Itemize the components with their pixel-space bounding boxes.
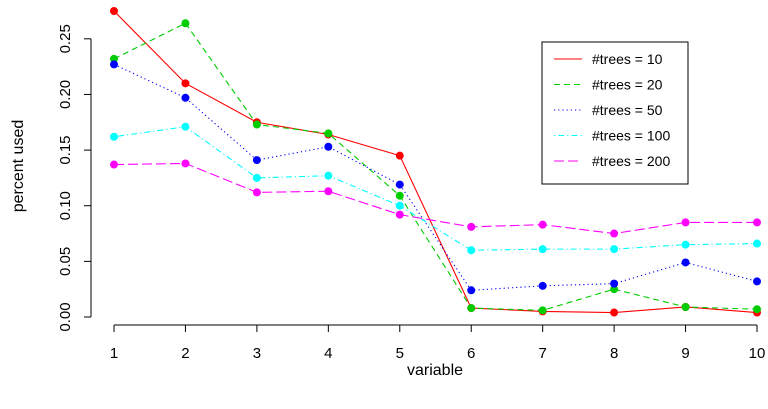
data-point — [181, 159, 190, 168]
x-tick-label: 6 — [467, 345, 475, 362]
data-point — [324, 187, 333, 196]
series-5 — [110, 159, 761, 238]
data-point — [681, 218, 690, 227]
x-axis-label: variable — [407, 362, 463, 379]
series-group — [110, 7, 761, 317]
data-point — [610, 285, 619, 294]
series-line — [113, 63, 758, 291]
legend-label: #trees = 20 — [592, 77, 663, 93]
data-point — [467, 304, 476, 313]
data-point — [110, 7, 118, 15]
data-point — [538, 245, 547, 254]
legend-label: #trees = 200 — [592, 153, 670, 169]
data-point — [395, 201, 404, 210]
x-tick-label: 10 — [749, 345, 766, 362]
data-point — [110, 132, 118, 141]
data-point — [324, 171, 333, 180]
x-tick-label: 7 — [538, 345, 546, 362]
data-point — [324, 129, 333, 138]
data-point — [610, 229, 619, 238]
y-tick-label: 0.25 — [57, 24, 74, 53]
y-tick-label: 0.10 — [57, 191, 74, 220]
series-line — [113, 22, 758, 311]
data-point — [110, 160, 118, 169]
data-point — [753, 218, 761, 227]
x-tick-label: 5 — [396, 345, 404, 362]
x-tick-label: 4 — [324, 345, 332, 362]
data-point — [181, 122, 190, 131]
data-point — [610, 279, 619, 288]
data-point — [610, 308, 619, 317]
data-point — [181, 79, 190, 88]
x-tick-label: 1 — [110, 345, 118, 362]
data-point — [252, 156, 261, 165]
data-point — [252, 173, 261, 182]
legend-label: #trees = 50 — [592, 102, 663, 118]
data-point — [538, 281, 547, 290]
y-tick-label: 0.15 — [57, 135, 74, 164]
legend-label: #trees = 10 — [592, 51, 663, 67]
data-point — [395, 180, 404, 189]
series-line — [113, 162, 757, 235]
data-point — [181, 93, 190, 102]
data-point — [110, 60, 118, 69]
x-tick-label: 8 — [610, 345, 618, 362]
data-point — [753, 305, 761, 314]
data-point — [681, 258, 690, 267]
data-point — [252, 188, 261, 197]
data-point — [252, 120, 261, 129]
series-2 — [110, 19, 761, 315]
data-point — [467, 246, 476, 255]
y-tick-label: 0.00 — [57, 302, 74, 331]
series-line — [113, 10, 758, 314]
y-tick-label: 0.20 — [57, 80, 74, 109]
legend-box — [541, 41, 689, 185]
data-point — [395, 191, 404, 200]
data-point — [681, 240, 690, 249]
data-point — [538, 220, 547, 229]
series-4 — [110, 122, 761, 255]
data-point — [467, 286, 476, 295]
x-tick-label: 3 — [253, 345, 261, 362]
data-point — [538, 306, 547, 315]
data-point — [110, 54, 118, 63]
data-point — [753, 277, 761, 286]
data-point — [395, 151, 404, 160]
data-point — [467, 222, 476, 231]
legend: #trees = 10 #trees = 20 #trees = 50 #trees … — [541, 41, 689, 185]
series-3 — [110, 60, 761, 295]
y-tick-label: 0.05 — [57, 247, 74, 276]
data-point — [324, 142, 333, 151]
data-point — [681, 302, 690, 311]
x-tick-label: 2 — [181, 345, 189, 362]
x-tick-label: 9 — [681, 345, 689, 362]
data-point — [753, 239, 761, 248]
data-point — [610, 245, 619, 254]
axes: 1 2 3 4 5 6 7 8 9 10 0.00 0.05 0.10 0.15 0.20 0.25 — [57, 24, 765, 362]
y-axis-label: percent used — [10, 120, 27, 213]
series-line — [113, 126, 758, 251]
legend-label: #trees = 100 — [592, 128, 670, 144]
data-point — [181, 19, 190, 28]
data-point — [395, 210, 404, 219]
